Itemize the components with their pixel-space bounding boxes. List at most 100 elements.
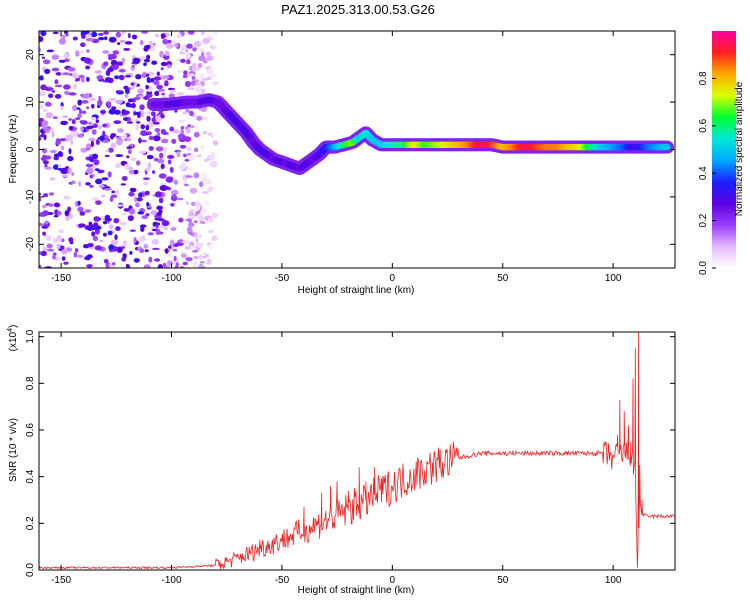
colorbar-tick-label: 0.4 <box>698 166 709 180</box>
spectrogram-noise-blob <box>192 249 199 253</box>
spectrogram-noise-blob <box>184 80 192 88</box>
spectrogram-noise-blob <box>148 146 154 151</box>
spectrogram-noise-blob <box>150 77 155 83</box>
spectrogram-noise-blob <box>127 149 132 154</box>
spectrogram-noise-blob <box>87 243 94 248</box>
spectrogram-x-ticks: -150 -100 -50 0 50 100 <box>51 31 622 284</box>
snr-plot-area <box>39 332 675 570</box>
spectrogram-ridge-core <box>663 143 671 151</box>
spectrogram-noise-blob <box>201 31 205 35</box>
spectrogram-noise-blob <box>167 159 172 165</box>
spectrogram-noise-blob <box>160 129 166 134</box>
spectrogram-noise-blob <box>75 50 80 57</box>
spectrogram-noise-blob <box>58 59 66 63</box>
spectrogram-noise-blob <box>108 224 114 230</box>
spectrogram-noise-blob <box>156 205 164 211</box>
colorbar-label: Normalized spectral amplitude <box>734 81 745 216</box>
spectrogram-noise-blob <box>70 139 74 146</box>
spectrogram-noise-blob <box>67 67 76 72</box>
spectrogram-noise-blob <box>117 128 124 134</box>
spectrogram-noise-blob <box>160 163 165 170</box>
spectrogram-noise-blob <box>77 99 82 106</box>
spectrogram-noise-blob <box>107 54 112 58</box>
chart-title: PAZ1.2025.313.00.53.G26 <box>281 2 435 17</box>
spectrogram-noise-blob <box>82 31 90 35</box>
spectrogram-noise-blob <box>181 45 188 51</box>
spectrogram-noise-blob <box>42 193 49 198</box>
spectrogram-noise-blob <box>202 37 211 45</box>
spectrogram-noise-blob <box>171 194 177 198</box>
y-tick-label: 0.4 <box>25 469 36 483</box>
spectrogram-noise-blob <box>99 135 105 142</box>
spectrogram-noise-blob <box>83 57 92 64</box>
multiplier-base: (x10 <box>8 331 19 351</box>
x-tick-label: -100 <box>161 273 181 284</box>
spectrogram-noise-blob <box>205 51 212 57</box>
spectrogram-noise-blob <box>178 163 186 170</box>
spectrogram-noise-blob <box>142 177 150 181</box>
spectrogram-noise-blob <box>183 153 187 158</box>
spectrogram-noise-blob <box>73 251 78 258</box>
y-tick-label: 0.6 <box>25 423 36 437</box>
spectrogram-noise-blob <box>194 220 198 224</box>
spectrogram-noise-blob <box>107 230 113 236</box>
snr-y-label: SNR (10 * v/v) <box>8 418 19 482</box>
spectrogram-noise-blob <box>92 235 99 242</box>
spectrogram-noise-blob <box>71 119 76 125</box>
spectrogram-noise-blob <box>169 89 176 93</box>
spectrogram-noise-blob <box>154 191 163 198</box>
spectrogram-noise-blob <box>89 97 96 102</box>
spectrogram-noise-blob <box>154 115 163 122</box>
spectrogram-noise-blob <box>100 109 107 114</box>
spectrogram-noise-blob <box>157 158 165 164</box>
spectrogram-noise-blob <box>114 75 120 80</box>
spectrogram-noise-blob <box>177 133 184 140</box>
spectrogram-noise-blob <box>98 184 105 188</box>
spectrogram-noise-blob <box>88 122 92 125</box>
spectrogram-noise-blob <box>168 93 175 99</box>
spectrogram-noise-blob <box>117 90 122 93</box>
spectrogram-noise-blob <box>186 127 191 134</box>
colorbar-ticks: 0.0 0.2 0.4 0.6 0.8 <box>698 71 716 275</box>
spectrogram-noise-blob <box>197 62 203 69</box>
spectrogram-noise-blob <box>105 262 111 268</box>
spectrogram-x-label: Height of straight line (km) <box>298 285 415 296</box>
spectrogram-noise-blob <box>156 71 160 76</box>
spectrogram-noise-blob <box>126 155 130 159</box>
spectrogram-noise-blob <box>186 59 191 65</box>
spectrogram-noise-blob <box>102 50 110 54</box>
spectrogram-noise-blob <box>121 176 128 181</box>
spectrogram-noise-blob <box>80 147 88 153</box>
spectrogram-noise-blob <box>205 254 209 258</box>
spectrogram-noise-blob <box>184 245 191 250</box>
spectrogram-noise-blob <box>160 61 167 67</box>
spectrogram-noise-blob <box>210 45 216 50</box>
spectrogram-noise-blob <box>57 168 63 171</box>
spectrogram-noise-blob <box>119 40 125 43</box>
spectrogram-noise-blob <box>125 75 132 78</box>
spectrogram-noise-blob <box>147 162 151 169</box>
spectrogram-noise-blob <box>53 215 59 218</box>
spectrogram-noise-blob <box>115 154 123 158</box>
spectrogram-noise-blob <box>123 208 129 211</box>
spectrogram-noise-blob <box>182 74 188 79</box>
snr-background <box>39 332 675 570</box>
spectrogram-noise-blob <box>110 59 118 66</box>
spectrogram-noise-blob <box>157 264 164 268</box>
spectrogram-noise-blob <box>102 130 106 137</box>
spectrogram-noise-blob <box>68 213 74 219</box>
y-tick-label: 10 <box>25 96 36 108</box>
spectrogram-noise-blob <box>92 153 99 160</box>
spectrogram-noise-blob <box>187 124 191 128</box>
spectrogram-noise-blob <box>77 113 82 119</box>
spectrogram-noise-blob <box>189 232 195 236</box>
spectrogram-noise-blob <box>104 36 108 41</box>
spectrogram-noise-blob <box>95 119 100 124</box>
spectrogram-noise-blob <box>48 203 54 207</box>
spectrogram-noise-blob <box>85 66 90 70</box>
spectrogram-noise-blob <box>170 227 177 231</box>
spectrogram-noise-blob <box>103 258 109 264</box>
spectrogram-noise-blob <box>61 249 68 255</box>
spectrogram-noise-blob <box>39 36 44 43</box>
spectrogram-noise-blob <box>128 169 135 175</box>
